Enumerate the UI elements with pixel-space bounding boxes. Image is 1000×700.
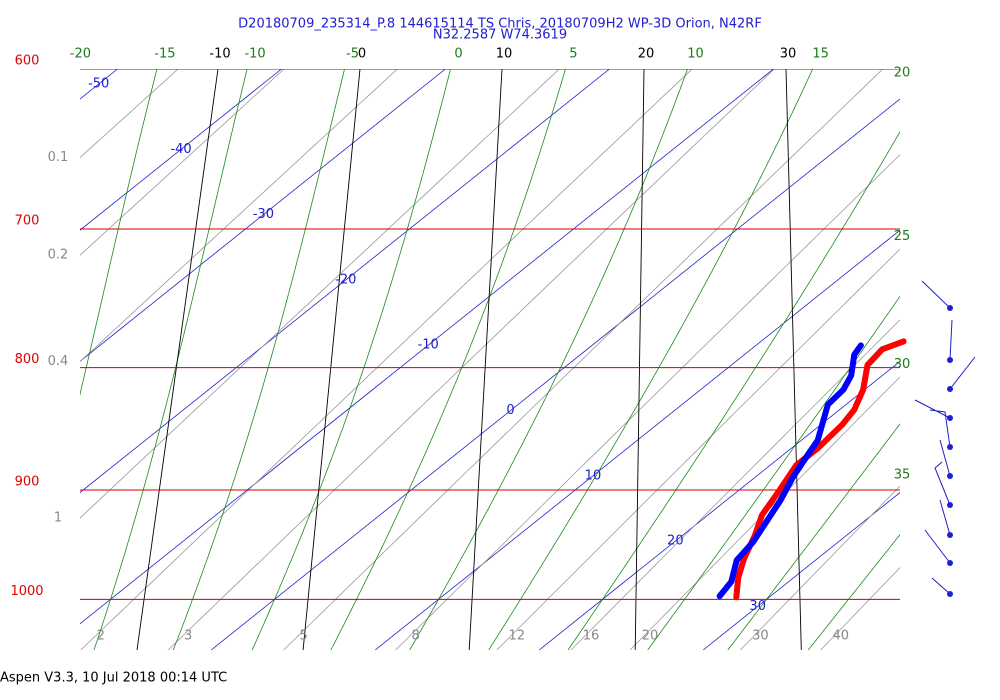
mixing-ratio-label: 20: [642, 629, 659, 644]
barb-dot: [947, 502, 953, 508]
moist-adiabat-label: 25: [894, 229, 911, 244]
moist-adiabat-label: 20: [894, 65, 911, 80]
moist-adiabat: [330, 69, 566, 650]
mixing-ratio-label: 5: [299, 629, 307, 644]
mixing-ratio-label: 1: [54, 511, 62, 526]
pressure-label: 600: [15, 54, 40, 69]
isotherm: [210, 98, 900, 650]
mixing-ratio-label: 0.4: [48, 354, 69, 369]
pressure-label: 900: [15, 474, 40, 489]
mixing-ratio-label: 8: [411, 629, 419, 644]
mixing-ratio-line: [80, 69, 560, 519]
dry-adiabat: [302, 69, 361, 650]
dry-adiabat-label: 20: [638, 47, 655, 62]
moist-adiabat-label: 15: [812, 47, 829, 62]
isotherm-label: -10: [418, 338, 439, 353]
moist-adiabat: [80, 69, 158, 396]
moist-adiabat-label: 35: [894, 468, 911, 483]
moist-adiabat-label: -5: [346, 47, 359, 62]
mixing-ratio-label: 0.2: [48, 248, 69, 263]
dry-adiabat-label: 0: [358, 47, 366, 62]
moist-adiabat: [647, 295, 900, 650]
pressure-label: 800: [15, 352, 40, 367]
dry-adiabat: [468, 69, 503, 650]
moist-adiabat: [567, 130, 900, 650]
moist-adiabat: [727, 423, 900, 650]
mixing-ratio-label: 3: [184, 629, 192, 644]
moist-adiabat-label: -20: [70, 47, 91, 62]
mixing-ratio-label: 12: [508, 629, 525, 644]
mixing-ratio-line: [167, 69, 775, 650]
barb-dot: [947, 444, 953, 450]
pressure-label: 700: [15, 214, 40, 229]
mixing-ratio-label: 16: [583, 629, 600, 644]
isotherm-label: -20: [335, 272, 356, 287]
moist-adiabat: [807, 533, 900, 650]
barb-dot: [947, 591, 953, 597]
isotherm-label: -40: [170, 142, 191, 157]
barb-dot: [947, 473, 953, 479]
moist-adiabat-label: 5: [569, 47, 577, 62]
mixing-ratio-line: [80, 69, 285, 256]
barb-dot: [947, 305, 953, 311]
mixing-ratio-label: 40: [832, 629, 849, 644]
traces: [716, 338, 907, 601]
mixing-ratio-line: [629, 376, 900, 650]
dry-adiabat-label: -10: [209, 47, 230, 62]
barb-dot: [947, 386, 953, 392]
dry-adiabat: [634, 69, 645, 650]
mixing-ratio-label: 2: [97, 629, 105, 644]
mixing-ratio-line: [283, 69, 884, 650]
mixing-ratio-line: [740, 485, 900, 650]
wind-barbs: [914, 280, 976, 597]
isotherm: [538, 360, 900, 650]
isotherm-label: 10: [585, 468, 602, 483]
moist-adiabat-label: 0: [454, 47, 462, 62]
mixing-ratio-label: 30: [752, 629, 769, 644]
barb-staffs: [914, 280, 976, 595]
isotherm-label: -30: [253, 207, 274, 222]
dry-adiabat-label: 30: [780, 47, 797, 62]
mixing-ratio-line: [496, 248, 900, 650]
pressure-label: 1000: [10, 584, 43, 599]
chart-subtitle: N32.2587 W74.3619: [433, 28, 567, 43]
grid: [80, 69, 900, 650]
isotherm: [702, 492, 900, 650]
mixing-ratio-line: [80, 69, 693, 650]
dry-adiabat: [136, 69, 219, 650]
isotherm: [80, 69, 610, 494]
dry-adiabat-label: 10: [496, 47, 513, 62]
sounding-trace: [716, 342, 864, 600]
isotherm: [374, 229, 900, 650]
mixing-ratio-line: [820, 567, 900, 650]
barb-dot: [947, 532, 953, 538]
mixing-ratio-label: 0.1: [48, 150, 69, 165]
moist-adiabat: [251, 69, 451, 650]
moist-adiabat-label: -10: [244, 47, 265, 62]
dry-adiabat: [785, 69, 802, 650]
mixing-ratio-line: [570, 319, 900, 650]
isotherm-label: -50: [88, 77, 109, 92]
moist-adiabat-label: 30: [894, 357, 911, 372]
isotherm: [80, 69, 282, 231]
moist-adiabat-label: -15: [154, 47, 175, 62]
isotherm-label: 30: [749, 599, 766, 614]
moist-adiabat: [409, 69, 688, 650]
barb-dot: [947, 415, 953, 421]
sounding-trace: [733, 338, 907, 601]
chart-title: D20180709_235314_P.8 144615114 TS Chris,…: [238, 17, 762, 32]
isotherm: [80, 69, 774, 625]
barb-dot: [947, 560, 953, 566]
isotherm-label: 20: [667, 534, 684, 549]
moist-adiabat: [488, 69, 813, 650]
barb-dot: [947, 357, 953, 363]
footer: Aspen V3.3, 10 Jul 2018 00:14 UTC: [0, 671, 227, 686]
mixing-ratio-line: [80, 69, 398, 363]
isotherm-label: 0: [506, 403, 514, 418]
moist-adiabat-label: 10: [687, 47, 704, 62]
moist-adiabat: [172, 69, 345, 650]
moist-adiabat: [93, 69, 248, 650]
